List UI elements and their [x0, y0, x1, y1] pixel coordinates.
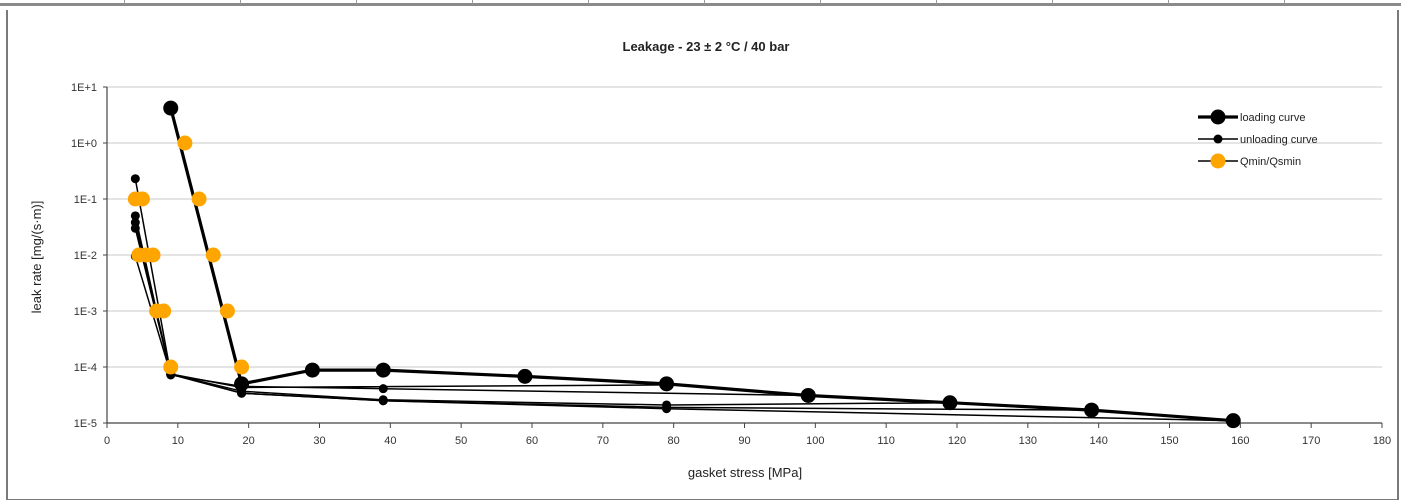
strip-divider: [588, 0, 589, 4]
y-tick-label: 1E+1: [71, 82, 97, 94]
loading-point: [659, 376, 675, 392]
strip-divider: [820, 0, 821, 4]
top-table-strip: [0, 0, 1401, 6]
y-tick-label: 1E+0: [71, 138, 97, 150]
y-axis-title: leak rate [mg/(s·m)]: [29, 201, 44, 314]
loading-point: [234, 376, 250, 392]
strip-divider: [704, 0, 705, 4]
y-tick-label: 1E-4: [74, 362, 97, 374]
strip-divider: [1168, 0, 1169, 4]
loading-curve-line: [169, 107, 1234, 423]
x-tick-label: 50: [455, 435, 467, 447]
strip-divider: [124, 0, 125, 4]
x-tick-label: 130: [1019, 435, 1037, 447]
qmin-point: [234, 359, 250, 375]
y-tick-label: 1E-2: [74, 250, 97, 262]
x-tick-label: 0: [104, 435, 110, 447]
loading-point: [1084, 402, 1100, 418]
x-tick-label: 90: [738, 435, 750, 447]
unloading-point: [378, 396, 388, 406]
unloading-point: [130, 211, 140, 221]
series-layer: [127, 100, 1241, 429]
x-tick-label: 110: [877, 435, 895, 447]
loading-point: [1225, 413, 1241, 429]
qmin-point: [219, 303, 235, 319]
x-tick-label: 160: [1231, 435, 1249, 447]
x-tick-label: 140: [1089, 435, 1107, 447]
strip-divider: [240, 0, 241, 4]
strip-divider: [356, 0, 357, 4]
x-tick-label: 40: [384, 435, 396, 447]
qmin-point: [191, 191, 207, 207]
qmin-point: [205, 247, 221, 263]
x-tick-label: 180: [1373, 435, 1391, 447]
strip-divider: [1052, 0, 1053, 4]
unloading-point: [662, 404, 672, 414]
loading-point: [517, 368, 533, 384]
strip-divider: [472, 0, 473, 4]
x-tick-label: 60: [526, 435, 538, 447]
qmin-point: [177, 135, 193, 151]
x-tick-label: 120: [948, 435, 966, 447]
qmin-point: [131, 247, 147, 263]
legend-qmin-marker: [1210, 153, 1226, 169]
legend-unloading-curve-marker: [1213, 134, 1223, 144]
loading-point: [800, 387, 816, 403]
x-tick-label: 10: [172, 435, 184, 447]
x-axis-title: gasket stress [MPa]: [688, 465, 802, 480]
unloading-point: [378, 384, 388, 394]
loading-point: [304, 362, 320, 378]
unloading-point: [130, 174, 140, 184]
unloading-curve-line: [134, 222, 1234, 422]
x-tick-label: 20: [243, 435, 255, 447]
x-tick-label: 170: [1302, 435, 1320, 447]
x-tick-label: 30: [313, 435, 325, 447]
qmin-point: [149, 303, 165, 319]
unloading-curve-line: [134, 178, 950, 406]
x-tick-label: 150: [1160, 435, 1178, 447]
qmin-point: [127, 191, 143, 207]
x-tick-label: 70: [597, 435, 609, 447]
legend-loading-curve-marker: [1210, 109, 1226, 125]
legend: loading curve unloading curve Qmin/Qsmin: [1198, 109, 1318, 169]
axes-layer: 1E-5 1E-4 1E-3 1E-2 1E-1 1E+0 1E+1 0 10 20 30 40 50 6…: [71, 82, 1391, 447]
strip-divider: [936, 0, 937, 4]
legend-qmin-label: Qmin/Qsmin: [1240, 156, 1301, 168]
strip-divider: [1284, 0, 1285, 4]
qmin-point: [163, 359, 179, 375]
chart-frame: [6, 10, 1399, 500]
grid-layer: [107, 86, 1382, 368]
y-tick-label: 1E-5: [74, 418, 97, 430]
unloading-point: [130, 218, 140, 228]
y-tick-label: 1E-1: [74, 194, 97, 206]
y-tick-label: 1E-3: [74, 306, 97, 318]
legend-unloading-curve-label: unloading curve: [1240, 134, 1318, 146]
x-tick-label: 100: [806, 435, 824, 447]
chart-title: Leakage - 23 ± 2 °C / 40 bar: [623, 39, 790, 54]
legend-loading-curve-label: loading curve: [1240, 112, 1305, 124]
loading-point: [942, 395, 958, 411]
loading-point: [163, 100, 179, 116]
loading-point: [375, 362, 391, 378]
x-tick-label: 80: [668, 435, 680, 447]
